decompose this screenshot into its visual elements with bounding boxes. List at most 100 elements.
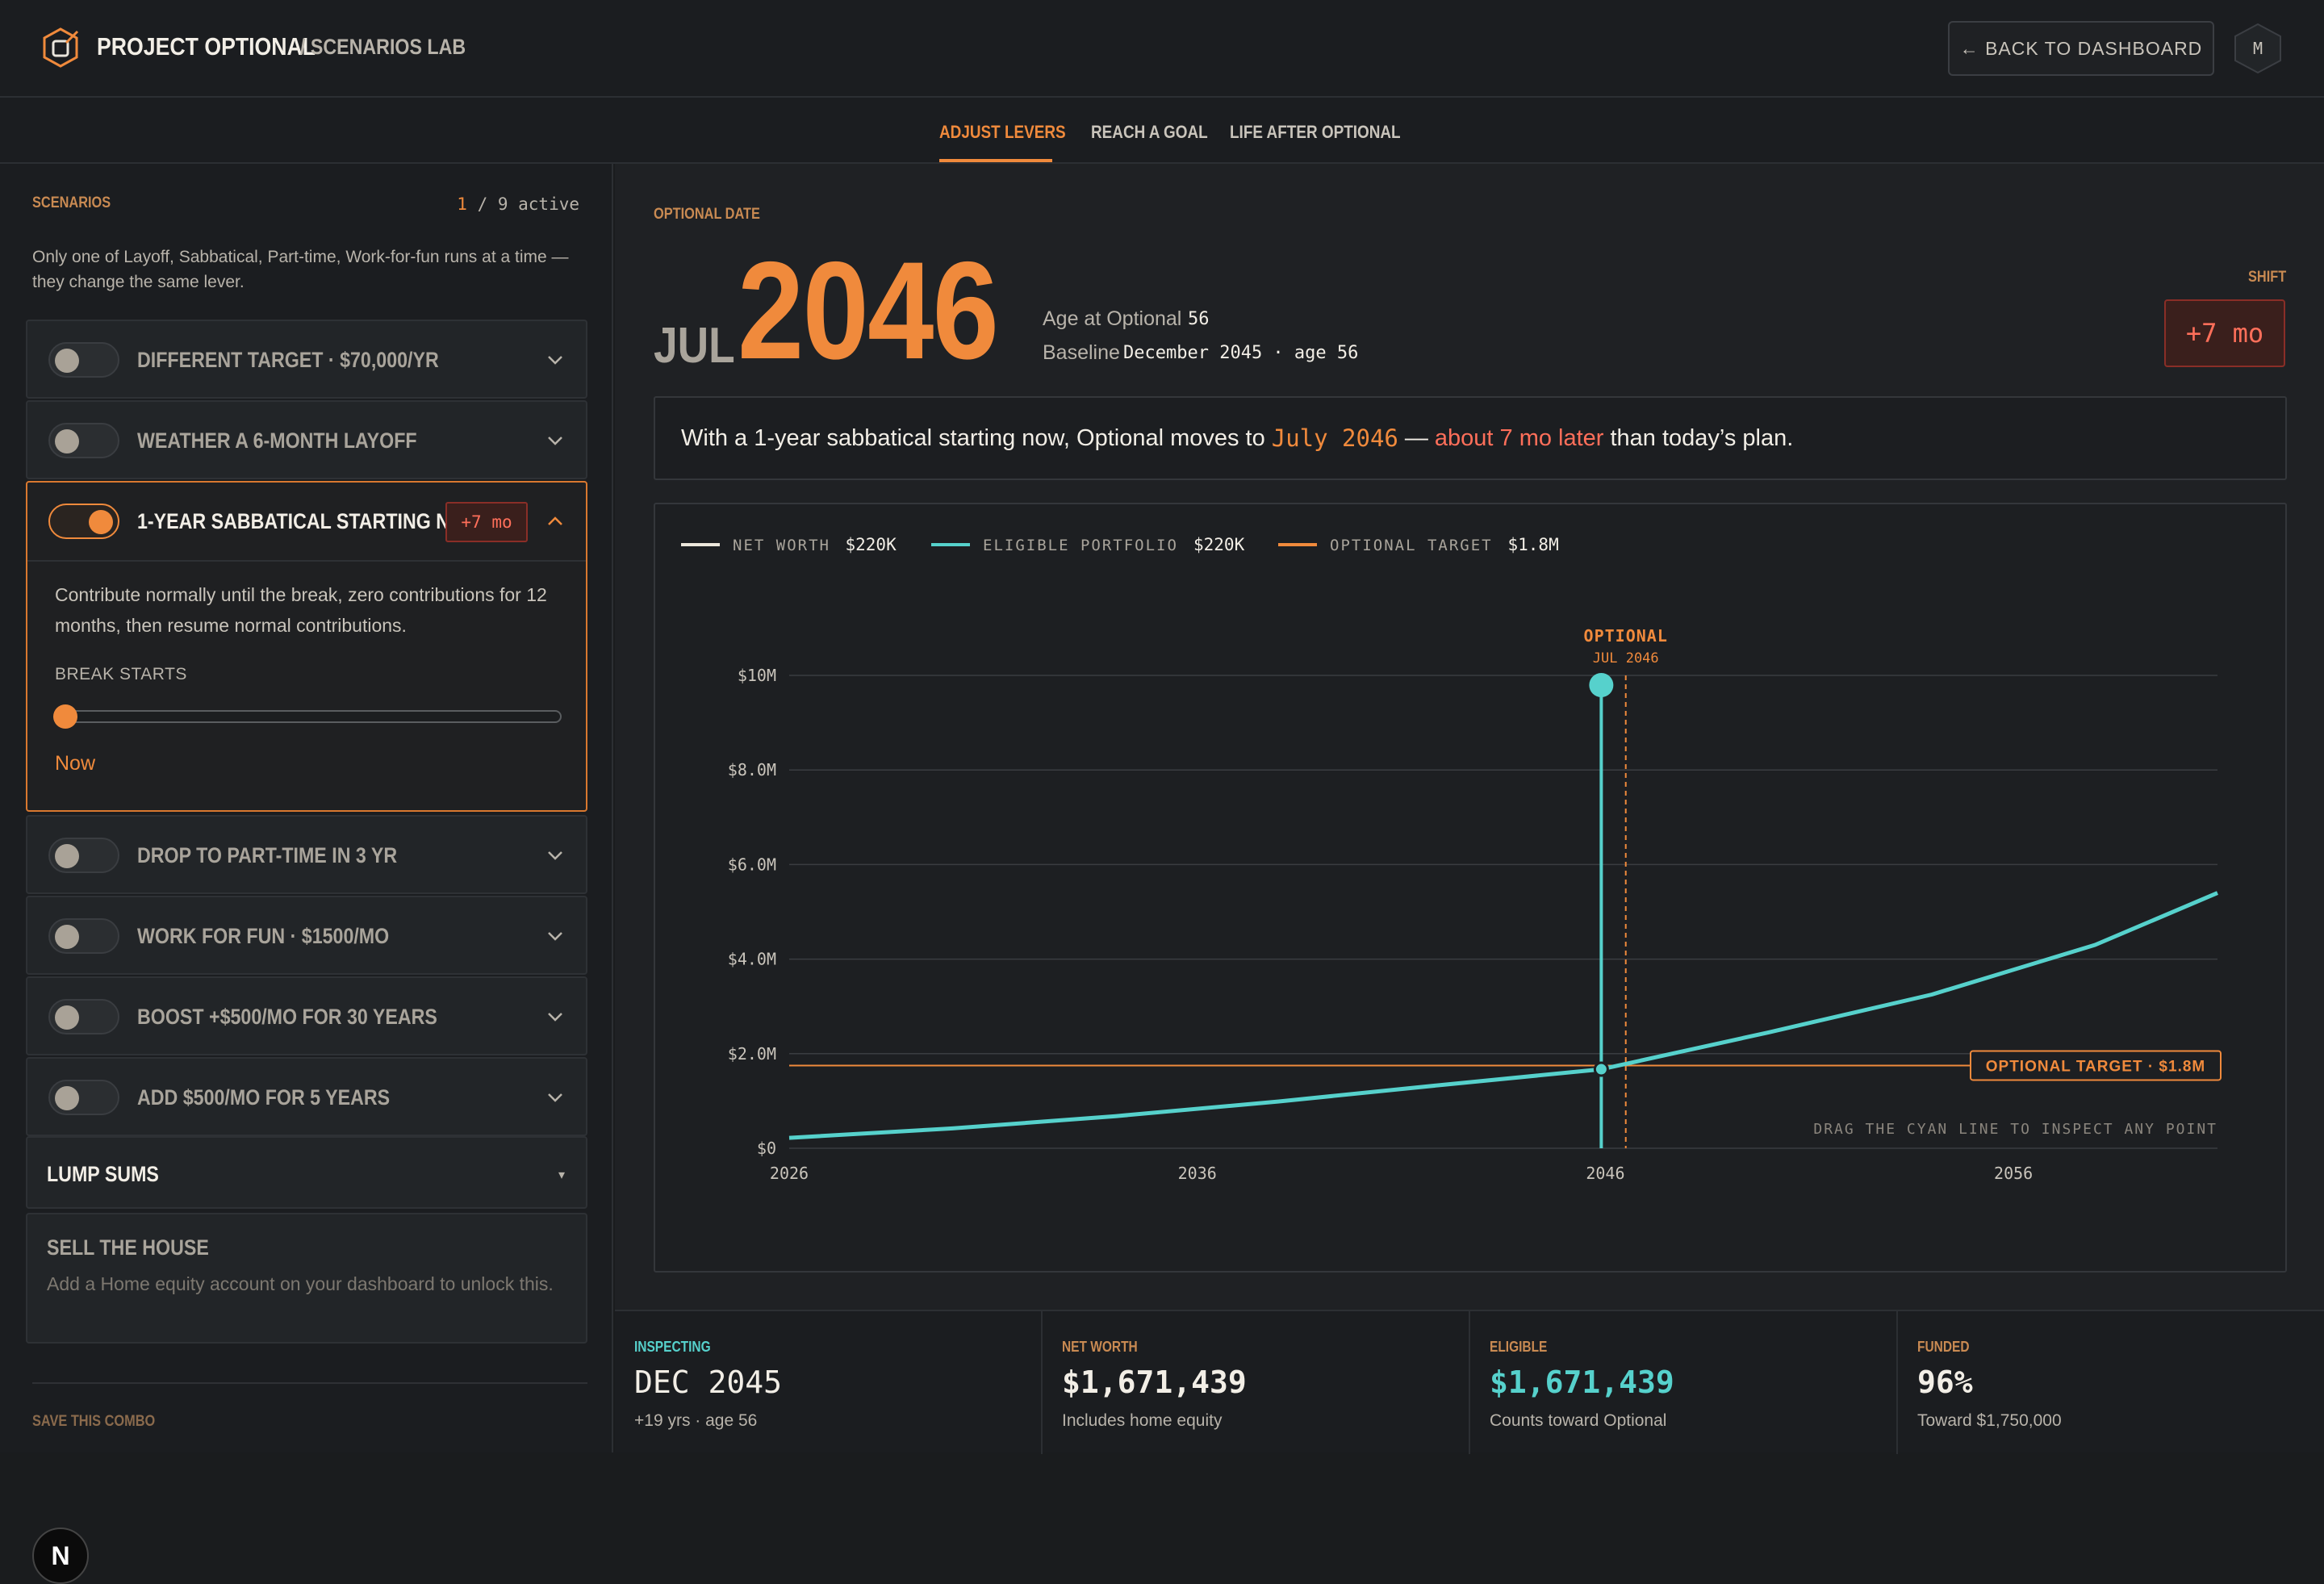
back-to-dashboard-button[interactable]: ← BACK TO DASHBOARD [1948, 21, 2214, 76]
optional-year: 2046 [738, 233, 999, 388]
scenarios-note: Only one of Layoff, Sabbatical, Part-tim… [32, 248, 569, 291]
chart-svg[interactable]: NET WORTH $220K ELIGIBLE PORTFOLIO $220K OPT… [655, 504, 2285, 1271]
shift-badge: +7 mo [445, 502, 528, 542]
sell-the-house-card: SELL THE HOUSE Add a Home equity account… [26, 1213, 587, 1344]
sell-house-description: Add a Home equity account on your dashbo… [47, 1273, 554, 1294]
tab-life-after-optional[interactable]: LIFE AFTER OPTIONAL [1230, 122, 1401, 142]
active-tab-indicator [939, 159, 1052, 162]
stat-eligible: ELIGIBLE $1,671,439 Counts toward Option… [1470, 1311, 1898, 1454]
scenario-part-time[interactable]: DROP TO PART-TIME IN 3 YR [26, 815, 587, 894]
save-combo-button[interactable]: SAVE THIS COMBO [32, 1413, 156, 1430]
scenario-layoff[interactable]: WEATHER A 6-MONTH LAYOFF [26, 400, 587, 479]
chart-hint: DRAG THE CYAN LINE TO INSPECT ANY POINT [1813, 1121, 2217, 1138]
avatar-hexagon-icon [2234, 23, 2281, 74]
shift-value-badge: +7 mo [2164, 299, 2285, 367]
scenario-toggle[interactable] [48, 423, 119, 458]
scenario-toggle[interactable] [48, 918, 119, 954]
avatar[interactable]: M [2232, 23, 2284, 74]
stat-key: NET WORTH [1062, 1339, 1138, 1355]
scenario-label: WEATHER A 6-MONTH LAYOFF [137, 428, 417, 453]
caret-down-icon[interactable]: ▾ [558, 1168, 565, 1182]
scenario-toggle-on[interactable] [48, 504, 119, 539]
scenario-label: ADD $500/MO FOR 5 YEARS [137, 1085, 391, 1110]
active-count: 1 / 9 active [457, 194, 579, 214]
chevron-down-icon[interactable] [545, 1088, 565, 1107]
stat-value: $1,671,439 [1062, 1365, 1247, 1400]
chevron-down-icon[interactable] [545, 926, 565, 946]
active-count-number: 1 [457, 194, 467, 214]
stats-bar: INSPECTING DEC 2045 +19 yrs · age 56 NET… [615, 1310, 2324, 1454]
break-start-slider[interactable] [55, 710, 562, 723]
slider-thumb[interactable] [53, 704, 77, 729]
logo-icon [43, 27, 79, 68]
inspect-point [1593, 1061, 1609, 1077]
legend-label: NET WORTH [733, 537, 830, 554]
x-tick-label: 2056 [1994, 1164, 2033, 1183]
legend-value: $1.8M [1508, 535, 1559, 554]
tab-bar: ADJUST LEVERS REACH A GOAL LIFE AFTER OP… [0, 98, 2324, 164]
scenario-label: BOOST +$500/MO FOR 30 YEARS [137, 1005, 437, 1029]
inspect-handle[interactable] [1589, 673, 1614, 697]
n-badge-icon[interactable]: N [32, 1528, 89, 1584]
chevron-down-icon[interactable] [545, 846, 565, 865]
baseline-label: Baseline [1043, 341, 1120, 364]
y-tick-label: $8.0M [728, 760, 776, 779]
scenarios-sidebar: SCENARIOS 1 / 9 active Only one of Layof… [0, 164, 613, 1584]
sabbatical-description: Contribute normally until the break, zer… [55, 584, 547, 636]
scenario-different-target[interactable]: DIFFERENT TARGET · $70,000/YR [26, 320, 587, 399]
shift-label: SHIFT [2248, 269, 2287, 286]
optional-target-label: OPTIONAL TARGET · $1.8M [1986, 1058, 2206, 1075]
y-tick-label: $4.0M [728, 950, 776, 969]
sentence-text: With a 1-year sabbatical starting now, O… [681, 424, 1265, 451]
sentence-date: July 2046 [1271, 424, 1398, 452]
stat-inspecting: INSPECTING DEC 2045 +19 yrs · age 56 [615, 1311, 1043, 1454]
stat-value: DEC 2045 [634, 1365, 783, 1400]
chevron-down-icon[interactable] [545, 431, 565, 450]
legend-label: ELIGIBLE PORTFOLIO [983, 537, 1178, 554]
x-tick-label: 2046 [1586, 1164, 1624, 1183]
scenario-add-500[interactable]: ADD $500/MO FOR 5 YEARS [26, 1057, 587, 1136]
stat-sub: Toward $1,750,000 [1917, 1411, 2062, 1430]
tab-adjust-levers[interactable]: ADJUST LEVERS [939, 122, 1066, 142]
tab-reach-a-goal[interactable]: REACH A GOAL [1091, 122, 1208, 142]
breadcrumb: / SCENARIOS LAB [300, 35, 466, 59]
lump-sums-section[interactable]: LUMP SUMS ▾ [26, 1136, 587, 1209]
sentence-text-end: than today’s plan. [1610, 424, 1794, 451]
active-count-total: / 9 active [466, 194, 579, 214]
scenario-toggle[interactable] [48, 838, 119, 873]
divider [27, 560, 586, 562]
optional-marker-title: OPTIONAL [1584, 626, 1668, 646]
stat-net-worth: NET WORTH $1,671,439 Includes home equit… [1043, 1311, 1470, 1454]
sentence-dash: — [1404, 424, 1428, 451]
scenario-label: WORK FOR FUN · $1500/MO [137, 924, 390, 948]
optional-date-label: OPTIONAL DATE [654, 206, 760, 223]
eligible-portfolio-line [788, 891, 2218, 1140]
optional-target-label-box [1970, 1050, 2222, 1081]
chevron-up-icon[interactable] [545, 512, 565, 531]
optional-marker-date: JUL 2046 [1593, 650, 1659, 667]
scenario-label: DROP TO PART-TIME IN 3 YR [137, 843, 398, 867]
top-bar: PROJECT OPTIONAL / SCENARIOS LAB ← BACK … [0, 0, 2324, 98]
y-tick-label: $6.0M [728, 855, 776, 874]
scenario-toggle[interactable] [48, 1080, 119, 1115]
stat-key: ELIGIBLE [1490, 1339, 1548, 1355]
y-tick-label: $2.0M [728, 1044, 776, 1064]
legend-value: $220K [846, 535, 897, 554]
scenarios-title: SCENARIOS [32, 194, 111, 211]
scenario-work-for-fun[interactable]: WORK FOR FUN · $1500/MO [26, 896, 587, 975]
sentence-later: about 7 mo later [1434, 424, 1604, 451]
projection-chart[interactable]: NET WORTH $220K ELIGIBLE PORTFOLIO $220K OPT… [654, 503, 2287, 1273]
scenario-boost[interactable]: BOOST +$500/MO FOR 30 YEARS [26, 976, 587, 1055]
stat-value: 96% [1917, 1365, 1973, 1400]
chevron-down-icon[interactable] [545, 1007, 565, 1026]
scenario-sabbatical[interactable]: 1-YEAR SABBATICAL STARTING NOW +7 mo Con… [26, 481, 587, 812]
chevron-down-icon[interactable] [545, 350, 565, 370]
scenario-toggle[interactable] [48, 999, 119, 1034]
stat-sub: Includes home equity [1062, 1411, 1223, 1430]
main-panel: OPTIONAL DATE JUL 2046 Age at Optional 5… [615, 164, 2324, 1454]
break-start-value: Now [55, 752, 96, 775]
lump-sums-label: LUMP SUMS [47, 1162, 159, 1186]
legend-label: OPTIONAL TARGET [1330, 537, 1493, 554]
stat-value: $1,671,439 [1490, 1365, 1674, 1400]
scenario-toggle[interactable] [48, 342, 119, 378]
